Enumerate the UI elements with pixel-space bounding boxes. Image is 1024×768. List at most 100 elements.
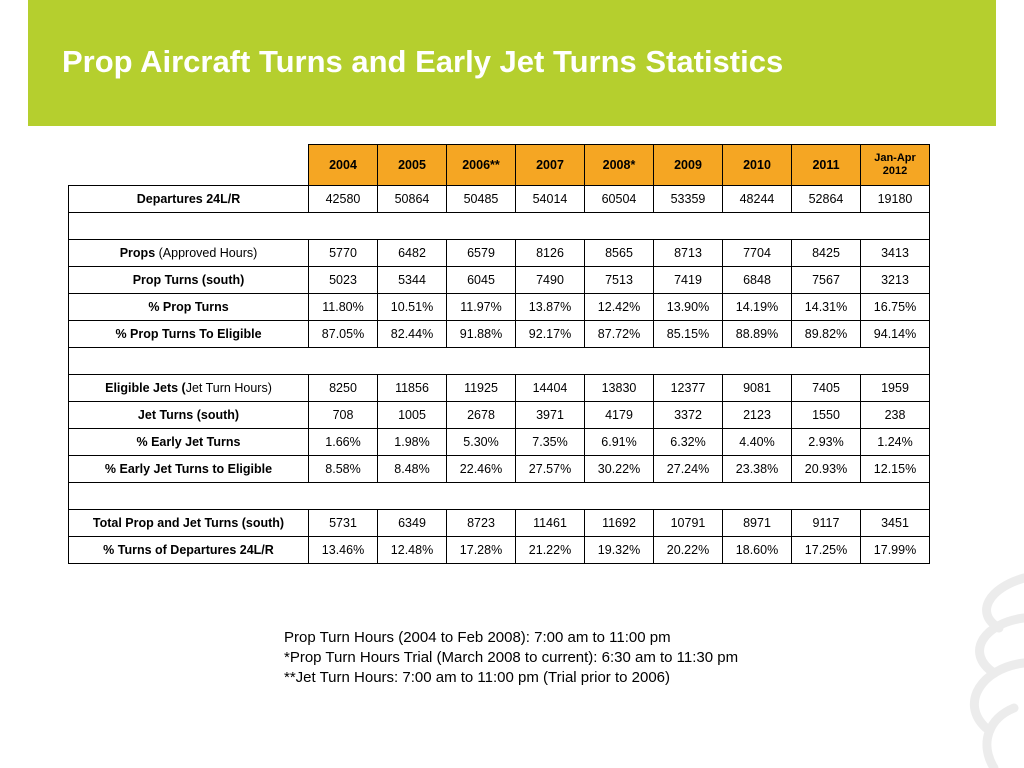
table-cell: 88.89% <box>722 320 792 348</box>
table-cell: 4179 <box>584 401 654 429</box>
table-cell: 8723 <box>446 509 516 537</box>
table-cell: 3413 <box>860 239 930 267</box>
table-cell: 89.82% <box>791 320 861 348</box>
row-label: % Early Jet Turns <box>68 428 309 456</box>
row-label-bold: Eligible Jets ( <box>105 381 186 395</box>
table-cell: 19.32% <box>584 536 654 564</box>
table-cell: 11.97% <box>446 293 516 321</box>
table-cell: 87.72% <box>584 320 654 348</box>
table-cell: 9081 <box>722 374 792 402</box>
table-cell: 18.60% <box>722 536 792 564</box>
table-cell: 19180 <box>860 185 930 213</box>
table-cell: 1.66% <box>308 428 378 456</box>
table-cell: 48244 <box>722 185 792 213</box>
table-row-prop-turns: Prop Turns (south) 5023 5344 6045 7490 7… <box>68 266 930 294</box>
table-cell: 17.28% <box>446 536 516 564</box>
table-cell: 1.98% <box>377 428 447 456</box>
year-header-jan-apr: Jan-Apr 2012 <box>860 144 930 186</box>
table-row-pct-prop-turns-eligible: % Prop Turns To Eligible 87.05% 82.44% 9… <box>68 320 930 348</box>
table-cell: 5731 <box>308 509 378 537</box>
table-cell: 12.48% <box>377 536 447 564</box>
table-cell: 8425 <box>791 239 861 267</box>
table-cell: 1550 <box>791 401 861 429</box>
table-cell: 20.93% <box>791 455 861 483</box>
table-cell: 8713 <box>653 239 723 267</box>
row-label: % Prop Turns <box>68 293 309 321</box>
spacer-cell <box>68 212 930 240</box>
year-header: 2007 <box>515 144 585 186</box>
footnote: *Prop Turn Hours Trial (March 2008 to cu… <box>284 649 739 666</box>
row-label: Eligible Jets (Jet Turn Hours) <box>68 374 309 402</box>
spacer-cell <box>68 482 930 510</box>
table-cell: 6.91% <box>584 428 654 456</box>
year-header-line1: Jan-Apr <box>874 152 916 164</box>
title-bar: Prop Aircraft Turns and Early Jet Turns … <box>28 0 996 126</box>
table-cell: 8.58% <box>308 455 378 483</box>
table-row-pct-prop-turns: % Prop Turns 11.80% 10.51% 11.97% 13.87%… <box>68 293 930 321</box>
table-row-eligible-jets: Eligible Jets (Jet Turn Hours) 8250 1185… <box>68 374 930 402</box>
spacer-cell <box>68 347 930 375</box>
table-cell: 3372 <box>653 401 723 429</box>
row-label: Jet Turns (south) <box>68 401 309 429</box>
table-cell: 2.93% <box>791 428 861 456</box>
table-cell: 20.22% <box>653 536 723 564</box>
table-row-pct-early-jet: % Early Jet Turns 1.66% 1.98% 5.30% 7.35… <box>68 428 930 456</box>
table-cell: 1.24% <box>860 428 930 456</box>
table-cell: 23.38% <box>722 455 792 483</box>
year-header: 2010 <box>722 144 792 186</box>
table-cell: 7513 <box>584 266 654 294</box>
table-row-jet-turns: Jet Turns (south) 708 1005 2678 3971 417… <box>68 401 930 429</box>
table-cell: 52864 <box>791 185 861 213</box>
table-cell: 17.25% <box>791 536 861 564</box>
year-header: 2009 <box>653 144 723 186</box>
table-cell: 27.57% <box>515 455 585 483</box>
table-cell: 54014 <box>515 185 585 213</box>
header-corner <box>68 144 309 186</box>
table-row-pct-turns-departures: % Turns of Departures 24L/R 13.46% 12.48… <box>68 536 930 564</box>
year-header: 2011 <box>791 144 861 186</box>
table-cell: 12.42% <box>584 293 654 321</box>
table-cell: 85.15% <box>653 320 723 348</box>
table-cell: 14.31% <box>791 293 861 321</box>
table-cell: 82.44% <box>377 320 447 348</box>
table-row-total-turns: Total Prop and Jet Turns (south) 5731 63… <box>68 509 930 537</box>
table-cell: 14.19% <box>722 293 792 321</box>
table-cell: 8250 <box>308 374 378 402</box>
table-cell: 10.51% <box>377 293 447 321</box>
table-cell: 3971 <box>515 401 585 429</box>
table-cell: 11.80% <box>308 293 378 321</box>
table-cell: 2678 <box>446 401 516 429</box>
table-cell: 17.99% <box>860 536 930 564</box>
table-cell: 11856 <box>377 374 447 402</box>
table-cell: 87.05% <box>308 320 378 348</box>
table-cell: 6579 <box>446 239 516 267</box>
table-cell: 7704 <box>722 239 792 267</box>
table-cell: 12377 <box>653 374 723 402</box>
table-cell: 91.88% <box>446 320 516 348</box>
table-cell: 4.40% <box>722 428 792 456</box>
table-cell: 7.35% <box>515 428 585 456</box>
table-cell: 8.48% <box>377 455 447 483</box>
statistics-table: 2004 2005 2006** 2007 2008* 2009 2010 20… <box>68 144 930 564</box>
table-cell: 13.87% <box>515 293 585 321</box>
footnote: **Jet Turn Hours: 7:00 am to 11:00 pm (T… <box>284 669 671 686</box>
table-row-pct-early-jet-eligible: % Early Jet Turns to Eligible 8.58% 8.48… <box>68 455 930 483</box>
table-cell: 9117 <box>791 509 861 537</box>
table-cell: 7419 <box>653 266 723 294</box>
table-cell: 7567 <box>791 266 861 294</box>
table-cell: 5.30% <box>446 428 516 456</box>
year-header: 2006** <box>446 144 516 186</box>
row-label: Prop Turns (south) <box>68 266 309 294</box>
table-cell: 16.75% <box>860 293 930 321</box>
row-label-bold: Props <box>119 246 156 260</box>
table-cell: 6.32% <box>653 428 723 456</box>
table-cell: 11692 <box>584 509 654 537</box>
table-cell: 708 <box>308 401 378 429</box>
table-cell: 5023 <box>308 266 378 294</box>
table-cell: 12.15% <box>860 455 930 483</box>
table-cell: 53359 <box>653 185 723 213</box>
table-cell: 11461 <box>515 509 585 537</box>
spacer-row <box>68 212 930 240</box>
table-cell: 6482 <box>377 239 447 267</box>
table-cell: 13.90% <box>653 293 723 321</box>
